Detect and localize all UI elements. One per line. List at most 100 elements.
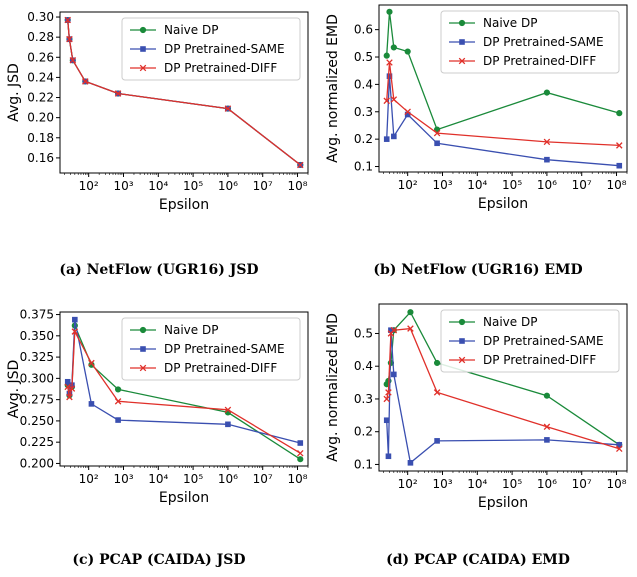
data-point	[404, 111, 411, 118]
y-tick-label: 0.350	[20, 329, 54, 343]
legend-marker	[458, 356, 466, 364]
y-tick-label: 0.24	[27, 70, 54, 84]
data-point	[544, 437, 550, 443]
y-axis-label: Avg. normalized EMD	[325, 14, 341, 163]
y-tick-label: 0.28	[27, 30, 54, 44]
x-tick-label: 10⁵	[183, 472, 203, 486]
plot-frame	[378, 4, 628, 173]
series-dp-pretrained-same	[383, 73, 623, 169]
x-tick-label: 10²	[398, 477, 418, 491]
data-point	[616, 445, 623, 452]
legend-marker	[139, 364, 147, 372]
data-point	[434, 140, 440, 147]
x-tick-label: 10²	[79, 472, 99, 486]
y-tick-label: 0.3	[354, 105, 373, 119]
y-tick-label: 0.2	[354, 425, 373, 439]
legend-box	[440, 10, 620, 74]
data-point	[88, 359, 95, 367]
legend-marker	[139, 26, 147, 34]
data-point	[543, 138, 551, 146]
series-line	[386, 62, 620, 147]
legend: Naive DP DP Pretrained-SAME DP Pretrained-…	[121, 17, 301, 81]
series-dp-pretrained-same	[383, 327, 623, 466]
x-tick-label: 10⁷	[572, 477, 592, 491]
data-point	[64, 16, 71, 24]
data-point	[224, 105, 232, 112]
y-tick-label: 0.2	[354, 132, 373, 146]
data-point	[68, 385, 76, 392]
plot-frame	[59, 11, 309, 174]
data-point	[434, 438, 440, 444]
data-point	[66, 35, 73, 43]
data-point	[543, 423, 551, 431]
data-point	[64, 383, 71, 391]
legend: Naive DP DP Pretrained-SAME DP Pretrained-…	[440, 10, 620, 74]
x-tick-label: 10⁶	[537, 178, 557, 192]
x-tick-label: 10⁶	[218, 179, 238, 193]
data-point	[391, 133, 397, 140]
legend: Naive DP DP Pretrained-SAME DP Pretrained-…	[121, 317, 301, 381]
x-tick-label: 10³	[432, 178, 452, 192]
data-point	[383, 417, 390, 424]
x-tick-label: 10⁷	[572, 178, 592, 192]
data-point	[71, 328, 79, 335]
chart-panel-d: 0.1 0.2 0.3 0.4 0.5 10² 10³ 10⁴ 10⁵ 10⁶ 10⁷ 10⁸ Epsi…	[325, 303, 628, 511]
data-point	[297, 440, 304, 446]
y-tick-label: 0.5	[354, 326, 373, 340]
data-point	[383, 52, 390, 59]
data-point	[404, 108, 411, 116]
legend-label: DP Pretrained-DIFF	[483, 54, 596, 68]
data-point	[544, 156, 550, 163]
x-axis-label: Epsilon	[478, 196, 528, 212]
data-point	[114, 90, 122, 97]
x-tick-label: 10⁷	[253, 472, 273, 486]
y-tick-label: 0.4	[354, 77, 373, 91]
caption-c: (c) PCAP (CAIDA) JSD	[72, 552, 246, 568]
legend-marker	[459, 338, 465, 344]
x-tick-label: 10⁴	[148, 179, 168, 193]
data-point	[383, 97, 390, 105]
y-tick-label: 0.6	[354, 23, 373, 37]
data-point	[391, 371, 397, 378]
y-tick-label: 0.1	[354, 160, 373, 174]
data-point	[407, 325, 414, 332]
y-tick-label: 0.3	[354, 392, 373, 406]
y-tick-label: 0.5	[354, 50, 373, 64]
series-dp-pretrained-diff	[64, 328, 304, 457]
legend-marker	[458, 57, 466, 65]
series-dp-pretrained-diff	[383, 59, 623, 149]
x-axis-label: Epsilon	[478, 495, 528, 511]
data-point	[388, 327, 394, 333]
x-tick-label: 10²	[79, 179, 99, 193]
legend-label: Naive DP	[164, 23, 218, 37]
y-tick-label: 0.200	[20, 456, 54, 470]
plot-frame	[59, 311, 309, 467]
y-tick-label: 0.22	[27, 91, 54, 105]
x-tick-label: 10⁷	[253, 179, 273, 193]
x-tick-label: 10⁵	[502, 178, 522, 192]
data-point	[390, 326, 398, 334]
data-point	[386, 8, 393, 15]
x-tick-label: 10³	[113, 472, 133, 486]
data-point	[297, 161, 304, 169]
data-point	[407, 460, 414, 466]
legend-box	[121, 317, 301, 381]
x-tick-label: 10⁴	[148, 472, 168, 486]
legend-box	[440, 309, 620, 373]
x-tick-label: 10⁸	[287, 472, 307, 486]
legend-label: DP Pretrained-SAME	[164, 342, 285, 356]
x-tick-label: 10³	[113, 179, 133, 193]
x-axis-label: Epsilon	[159, 490, 209, 506]
data-point	[114, 398, 122, 405]
data-point	[385, 389, 392, 396]
data-point	[543, 89, 551, 96]
data-point	[297, 449, 304, 457]
data-point	[64, 378, 71, 385]
legend-marker	[458, 19, 466, 27]
series-line	[386, 330, 620, 464]
data-point	[404, 48, 411, 55]
legend-marker	[458, 318, 466, 326]
data-point	[616, 162, 623, 169]
y-tick-label: 0.4	[354, 359, 373, 373]
x-tick-label: 10⁸	[287, 179, 307, 193]
